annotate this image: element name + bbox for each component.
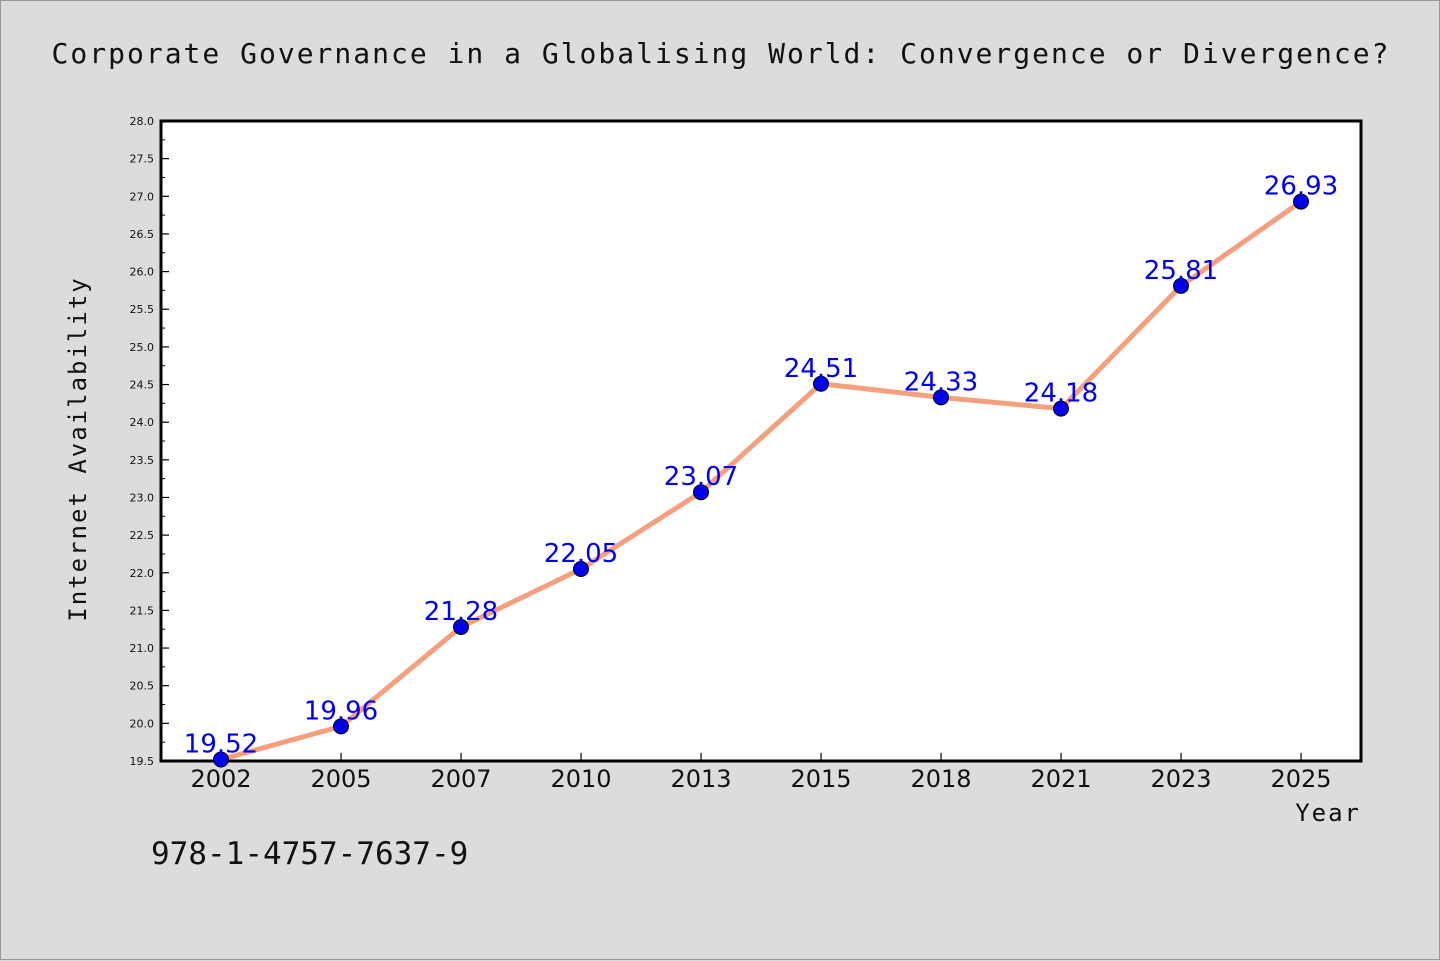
data-point (693, 484, 709, 501)
data-label: 19.52 (184, 729, 258, 759)
data-point (573, 561, 589, 577)
x-tick-label: 2015 (790, 765, 851, 793)
data-label: 26.93 (1264, 172, 1338, 202)
y-tick-label: 25.5 (130, 303, 155, 316)
y-axis-label: Internet Availability (64, 276, 92, 621)
data-point (1293, 193, 1309, 210)
data-point (1173, 277, 1189, 294)
y-tick-label: 21.0 (130, 642, 155, 655)
x-tick-label: 2005 (310, 765, 371, 793)
data-label: 21.28 (424, 597, 498, 627)
data-point (1053, 400, 1069, 417)
chart-title: Corporate Governance in a Globalising Wo… (51, 37, 1391, 70)
data-label: 19.96 (304, 696, 378, 726)
y-tick-label: 24.0 (130, 416, 155, 429)
data-label: 22.05 (544, 539, 618, 569)
data-label: 24.51 (784, 354, 858, 384)
data-point (933, 389, 949, 406)
x-tick-label: 2010 (550, 765, 611, 793)
data-point (213, 751, 229, 768)
data-point (453, 618, 469, 635)
y-tick-label: 26.0 (130, 266, 155, 279)
x-axis-label: Year (1295, 799, 1361, 827)
y-tick-label: 19.5 (130, 755, 155, 768)
x-tick-label: 2023 (1150, 765, 1211, 793)
data-label: 25.81 (1144, 256, 1218, 286)
data-label: 24.33 (904, 367, 978, 397)
y-tick-label: 24.5 (130, 379, 155, 392)
y-tick-label: 27.0 (130, 190, 155, 203)
x-tick-label: 2018 (910, 765, 971, 793)
y-tick-label: 20.0 (130, 717, 155, 730)
y-tick-label: 26.5 (130, 228, 155, 241)
data-point (813, 375, 829, 392)
data-label: 24.18 (1024, 379, 1098, 409)
y-tick-label: 22.5 (130, 529, 155, 542)
series-line (218, 199, 1304, 762)
y-tick-label: 28.0 (130, 115, 155, 128)
y-axis: 19.5 20.0 20.5 21.0 21.5 22.0 22.5 23.0 23.5 24.0… (130, 115, 169, 768)
y-tick-label: 27.5 (130, 153, 155, 166)
y-tick-label: 25.0 (130, 341, 155, 354)
isbn-text: 978-1-4757-7637-9 (151, 836, 469, 872)
y-tick-label: 23.5 (130, 454, 155, 467)
x-axis: 2002 2005 2007 2010 2013 2015 2018 2021 2023 2025 (190, 753, 1332, 793)
x-tick-label: 2007 (430, 765, 491, 793)
x-tick-label: 2025 (1270, 765, 1331, 793)
data-label: 23.07 (664, 462, 738, 492)
x-tick-label: 2013 (670, 765, 731, 793)
data-point (333, 718, 349, 735)
y-tick-label: 21.5 (130, 604, 155, 617)
y-tick-label: 22.0 (130, 567, 155, 580)
y-tick-label: 20.5 (130, 680, 155, 693)
x-tick-label: 2021 (1030, 765, 1091, 793)
y-tick-label: 23.0 (130, 491, 155, 504)
x-tick-label: 2002 (190, 765, 251, 793)
series-layer: 19.52 19.96 21.28 22.05 23.07 24.51 24.33 24.18… (184, 172, 1338, 768)
